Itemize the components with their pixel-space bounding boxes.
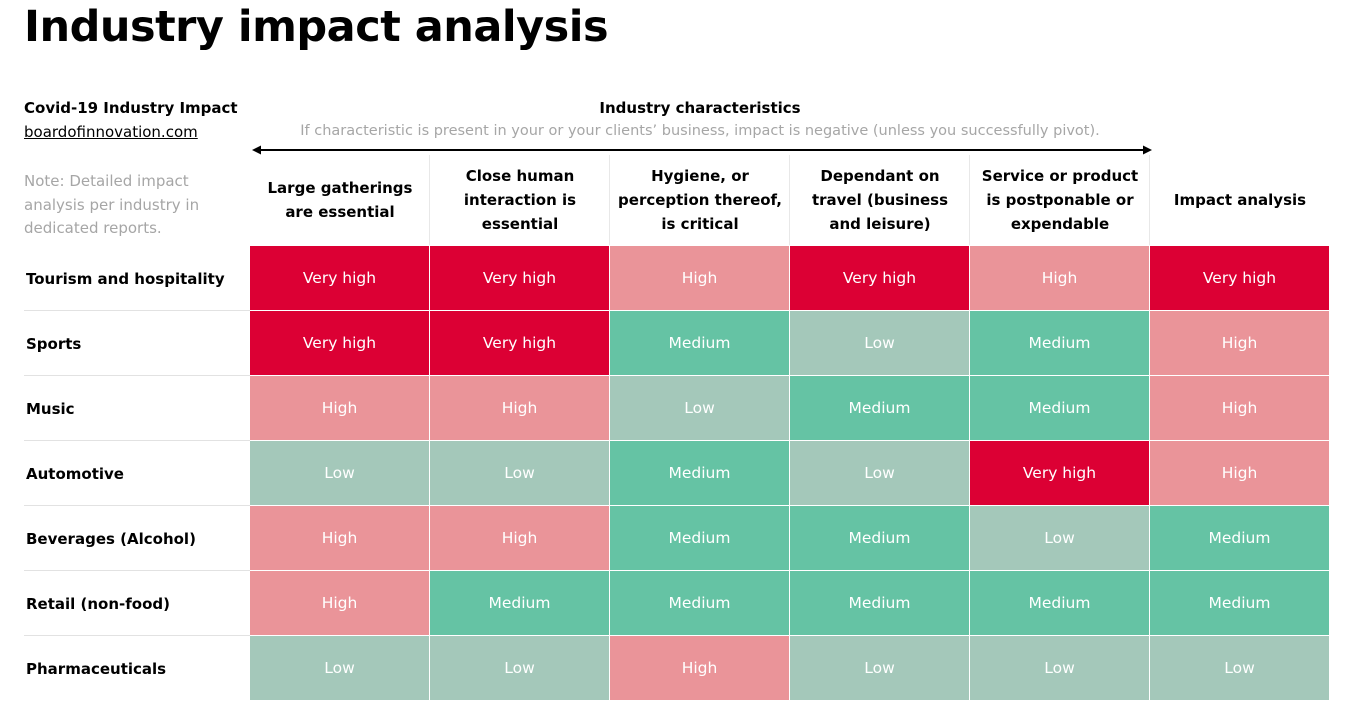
impact-cell: High xyxy=(610,636,789,700)
impact-cell: Very high xyxy=(250,246,429,310)
impact-cell: Medium xyxy=(790,571,969,635)
column-divider xyxy=(429,155,430,245)
impact-cell: Very high xyxy=(790,246,969,310)
source-title: Covid-19 Industry Impact xyxy=(24,99,238,117)
column-divider xyxy=(969,155,970,245)
impact-cell: Low xyxy=(430,636,609,700)
row-divider xyxy=(24,375,250,376)
impact-cell: Low xyxy=(970,506,1149,570)
column-divider xyxy=(789,155,790,245)
impact-cell: High xyxy=(250,571,429,635)
impact-cell: Medium xyxy=(610,571,789,635)
source-link[interactable]: boardofinnovation.com xyxy=(24,123,198,141)
impact-cell: Low xyxy=(1150,636,1329,700)
row-divider xyxy=(24,635,250,636)
impact-cell: Medium xyxy=(1150,571,1329,635)
industry-label: Tourism and hospitality xyxy=(26,269,225,288)
impact-cell: Very high xyxy=(250,311,429,375)
impact-cell: Medium xyxy=(970,311,1149,375)
impact-cell: Low xyxy=(250,441,429,505)
impact-cell: High xyxy=(970,246,1149,310)
impact-cell: Medium xyxy=(610,506,789,570)
impact-cell: Very high xyxy=(430,246,609,310)
industry-label: Music xyxy=(26,399,75,418)
impact-cell: Medium xyxy=(970,376,1149,440)
column-header: Impact analysis xyxy=(1173,191,1307,209)
note-text: Note: Detailed impact analysis per indus… xyxy=(24,172,200,237)
impact-cell: High xyxy=(430,506,609,570)
impact-cell: High xyxy=(1150,376,1329,440)
column-header: Close human interaction is essential xyxy=(463,167,577,233)
industry-label: Beverages (Alcohol) xyxy=(26,529,196,548)
impact-cell: Medium xyxy=(790,506,969,570)
industry-label: Retail (non-food) xyxy=(26,594,170,613)
impact-cell: High xyxy=(250,506,429,570)
characteristics-title: Industry characteristics xyxy=(599,99,801,117)
impact-cell: Medium xyxy=(610,441,789,505)
impact-cell: Low xyxy=(250,636,429,700)
impact-cell: Very high xyxy=(430,311,609,375)
industry-label: Sports xyxy=(26,334,82,353)
impact-cell: High xyxy=(1150,311,1329,375)
impact-cell: Medium xyxy=(430,571,609,635)
impact-cell: Medium xyxy=(970,571,1149,635)
impact-cell: Low xyxy=(610,376,789,440)
impact-cell: High xyxy=(430,376,609,440)
impact-cell: Very high xyxy=(1150,246,1329,310)
industry-label: Automotive xyxy=(26,464,124,483)
industry-label: Pharmaceuticals xyxy=(26,659,167,678)
impact-cell: Low xyxy=(970,636,1149,700)
column-header: Large gatherings are essential xyxy=(267,179,413,221)
impact-cell: Medium xyxy=(610,311,789,375)
column-header: Service or product is postponable or exp… xyxy=(981,167,1139,233)
impact-cell: Medium xyxy=(790,376,969,440)
double-arrow-icon xyxy=(252,145,1152,155)
column-header: Dependant on travel (business and leisur… xyxy=(811,167,949,233)
column-divider xyxy=(1149,155,1150,245)
characteristics-subtitle: If characteristic is present in your or … xyxy=(300,123,1100,139)
impact-cell: Low xyxy=(790,311,969,375)
page-title: Industry impact analysis xyxy=(24,2,609,52)
impact-cell: Low xyxy=(790,636,969,700)
row-divider xyxy=(24,310,250,311)
column-divider xyxy=(609,155,610,245)
row-divider xyxy=(24,570,250,571)
impact-cell: High xyxy=(1150,441,1329,505)
impact-cell: High xyxy=(250,376,429,440)
impact-cell: Low xyxy=(790,441,969,505)
row-divider xyxy=(24,440,250,441)
impact-cell: Medium xyxy=(1150,506,1329,570)
column-header: Hygiene, or perception thereof, is criti… xyxy=(618,167,782,233)
impact-cell: Very high xyxy=(970,441,1149,505)
impact-cell: Low xyxy=(430,441,609,505)
impact-cell: High xyxy=(610,246,789,310)
row-divider xyxy=(24,505,250,506)
